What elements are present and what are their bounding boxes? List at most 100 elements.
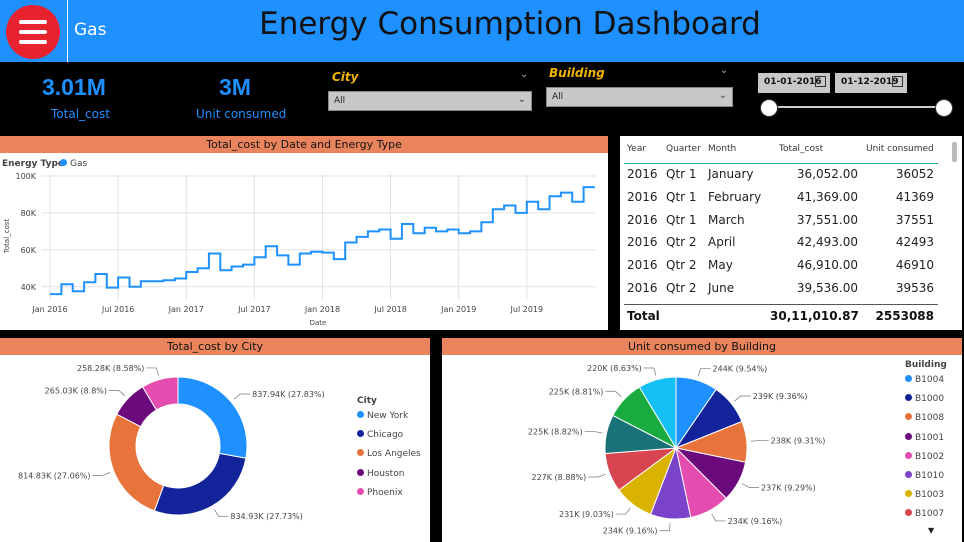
donut-legend-title: City: [357, 396, 377, 406]
x-tick-label: Jan 2016: [31, 305, 67, 314]
slider-start-handle[interactable]: [760, 99, 778, 117]
page-title: Energy Consumption Dashboard: [230, 6, 790, 42]
cell-unit-consumed: 39536: [866, 281, 934, 295]
legend-label: B1004: [915, 375, 944, 385]
data-label: 238K (9.31%): [771, 437, 826, 446]
legend-item-los-angeles[interactable]: Los Angeles: [357, 449, 421, 459]
slider-end-handle[interactable]: [935, 99, 953, 117]
chevron-down-icon[interactable]: ⌄: [720, 65, 728, 76]
table-row[interactable]: 2016 Qtr 1 January 36,052.00 36052: [620, 164, 950, 187]
leader-line: [644, 368, 656, 376]
x-tick-label: Jul 2019: [510, 305, 544, 314]
leader-line: [93, 472, 110, 475]
legend-item-b1007[interactable]: B1007: [905, 509, 944, 519]
data-label: 244K (9.54%): [713, 365, 768, 374]
slice-new-york[interactable]: [178, 377, 247, 458]
leader-line: [659, 523, 670, 531]
cell-month: April: [708, 235, 735, 249]
legend-label: B1001: [915, 433, 944, 443]
cell-month: January: [708, 167, 754, 181]
cell-total-cost: 42,493.00: [770, 235, 858, 249]
cell-month: May: [708, 258, 733, 272]
cell-total-cost: 37,551.00: [770, 213, 858, 227]
cell-unit-consumed: 41369: [866, 190, 934, 204]
calendar-icon[interactable]: [815, 76, 826, 87]
legend-dot: [357, 469, 364, 476]
legend-item-b1001[interactable]: B1001: [905, 433, 944, 443]
cell-year: 2016: [627, 235, 658, 249]
table-scrollbar[interactable]: [952, 142, 957, 162]
y-tick-label: 40K: [21, 283, 37, 292]
legend-dot: [905, 433, 912, 440]
menu-icon-bar: [19, 40, 47, 44]
column-header-unit-consumed[interactable]: Unit consumed: [866, 144, 934, 154]
calendar-icon[interactable]: [892, 76, 903, 87]
building-select-value: All: [552, 92, 563, 102]
legend-dot: [905, 394, 912, 401]
table-row[interactable]: 2016 Qtr 1 March 37,551.00 37551: [620, 210, 950, 233]
line-chart-panel: Total_cost by Date and Energy Type Energ…: [0, 136, 608, 330]
legend-item-b1008[interactable]: B1008: [905, 413, 944, 423]
table-row[interactable]: 2016 Qtr 2 June 39,536.00 39536: [620, 278, 950, 301]
pie-chart: 244K (9.54%)239K (9.36%)238K (9.31%)237K…: [442, 338, 962, 542]
total-units-sum: 2553088: [866, 309, 934, 323]
data-label: 227K (8.88%): [532, 473, 587, 482]
x-tick-label: Jan 2017: [168, 305, 204, 314]
table-row[interactable]: 2016 Qtr 2 May 46,910.00 46910: [620, 255, 950, 278]
table-row[interactable]: 2016 Qtr 2 April 42,493.00 42493: [620, 232, 950, 255]
building-select[interactable]: All ⌄: [546, 87, 733, 107]
city-filter-label: City: [332, 70, 358, 84]
legend-item-phoenix[interactable]: Phoenix: [357, 488, 403, 498]
legend-label: Houston: [367, 469, 404, 479]
data-label: 837.94K (27.83%): [252, 390, 325, 399]
cell-month: February: [708, 190, 761, 204]
total-label: Total: [627, 309, 660, 323]
chevron-down-icon[interactable]: ⌄: [520, 69, 528, 80]
cell-unit-consumed: 42493: [866, 235, 934, 249]
column-header-total-cost[interactable]: Total_cost: [779, 144, 823, 154]
legend-item-houston[interactable]: Houston: [357, 469, 404, 479]
cell-month: June: [708, 281, 734, 295]
city-select[interactable]: All ⌄: [328, 91, 532, 111]
total-cost-sum: 30,11,010.87: [770, 309, 858, 323]
legend-item-b1004[interactable]: B1004: [905, 375, 944, 385]
data-label: 237K (9.29%): [761, 483, 816, 492]
city-select-value: All: [334, 96, 345, 106]
legend-scroll-down-icon[interactable]: ▼: [928, 526, 934, 535]
units-kpi-label: Unit consumed: [196, 107, 286, 121]
hamburger-menu-button[interactable]: [6, 5, 60, 59]
legend-item-chicago[interactable]: Chicago: [357, 430, 403, 440]
legend-item-new-york[interactable]: New York: [357, 411, 408, 421]
start-date-input[interactable]: 01-01-2016: [758, 73, 830, 93]
legend-label: Los Angeles: [367, 449, 421, 459]
leader-line: [734, 396, 750, 401]
column-header-month[interactable]: Month: [708, 144, 736, 154]
legend-dot: [357, 488, 364, 495]
table-row[interactable]: 2016 Qtr 1 February 41,369.00 41369: [620, 187, 950, 210]
end-date-input[interactable]: 01-12-2019: [835, 73, 907, 93]
column-header-quarter[interactable]: Quarter: [666, 144, 701, 154]
cell-total-cost: 36,052.00: [770, 167, 858, 181]
slice-los-angeles[interactable]: [109, 414, 164, 511]
legend-item-b1002[interactable]: B1002: [905, 452, 944, 462]
chevron-down-icon: ⌄: [719, 90, 727, 101]
date-range-slider[interactable]: [768, 106, 944, 108]
data-label: 814.83K (27.06%): [18, 471, 91, 480]
leader-line: [751, 441, 769, 442]
legend-dot: [357, 449, 364, 456]
legend-item-b1000[interactable]: B1000: [905, 394, 944, 404]
legend-item-b1003[interactable]: B1003: [905, 490, 944, 500]
leader-line: [146, 368, 158, 376]
legend-label: B1010: [915, 471, 944, 481]
legend-dot: [905, 375, 912, 382]
data-label: 265.03K (8.8%): [45, 386, 107, 395]
legend-label: New York: [367, 411, 408, 421]
cell-total-cost: 46,910.00: [770, 258, 858, 272]
chevron-down-icon: ⌄: [518, 94, 526, 105]
units-kpi-value: 3M: [219, 74, 251, 101]
column-header-year[interactable]: Year: [627, 144, 646, 154]
building-filter-label: Building: [549, 66, 605, 80]
slice-chicago[interactable]: [154, 453, 246, 515]
legend-item-b1010[interactable]: B1010: [905, 471, 944, 481]
data-label: 231K (9.03%): [559, 510, 614, 519]
